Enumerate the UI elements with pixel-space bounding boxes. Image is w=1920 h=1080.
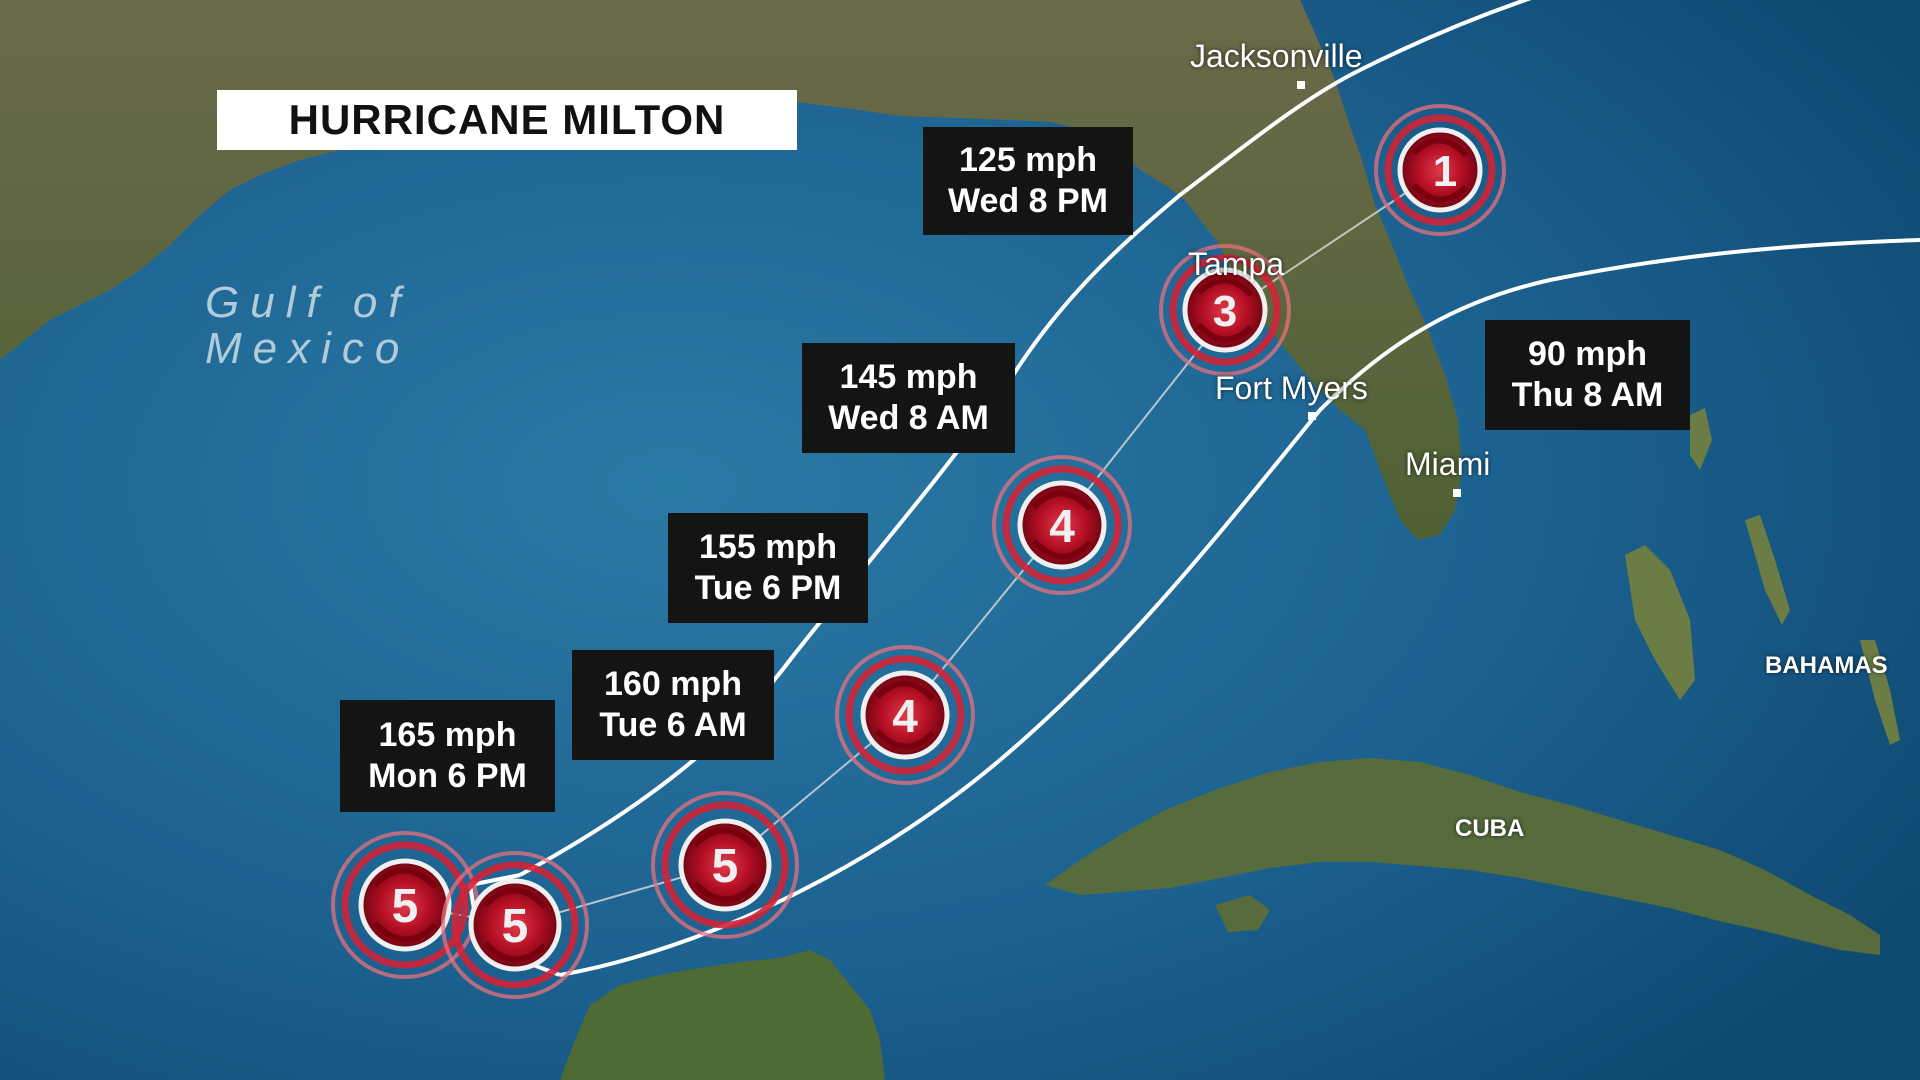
land-bahamas-eleuthera (1745, 515, 1790, 625)
city-label-fort-myers: Fort Myers (1215, 370, 1368, 406)
storm-category: 3 (1213, 287, 1237, 336)
hurricane-icon (992, 455, 1132, 595)
forecast-label-wed-8am: 145 mph Wed 8 AM (802, 343, 1015, 453)
city-label-miami: Miami (1405, 446, 1491, 482)
hurricane-icon (1159, 244, 1291, 376)
forecast-time: Thu 8 AM (1511, 376, 1664, 414)
forecast-label-thu-8am: 90 mph Thu 8 AM (1485, 320, 1690, 430)
land-yucatan (560, 950, 885, 1080)
wind-speed: 145 mph (839, 357, 978, 396)
storm-category: 5 (392, 880, 419, 933)
forecast-label-tue-6pm: 155 mph Tue 6 PM (668, 513, 868, 623)
storm-category: 5 (502, 900, 529, 953)
forecast-time: Tue 6 AM (599, 706, 747, 744)
land-us-gulf-coast (0, 0, 1920, 540)
fort-myers-marker (1308, 412, 1316, 420)
wind-speed: 165 mph (378, 715, 517, 754)
city-label-tampa: Tampa (1188, 246, 1285, 282)
land-cuba (1045, 758, 1880, 955)
forecast-time: Tue 6 PM (694, 569, 842, 607)
storm-category: 1 (1433, 147, 1457, 196)
storm-category: 4 (892, 690, 918, 742)
forecast-label-mon-6pm: 165 mph Mon 6 PM (340, 700, 555, 812)
hurricane-icon (651, 791, 799, 939)
hurricane-icon (441, 851, 589, 999)
forecast-time: Wed 8 AM (828, 399, 989, 437)
wind-speed: 155 mph (699, 527, 837, 566)
hurricane-icon (835, 645, 975, 785)
hurricane-icon (1374, 104, 1506, 236)
forecast-label-tue-6am: 160 mph Tue 6 AM (572, 650, 774, 760)
country-label-bahamas: BAHAMAS (1765, 652, 1888, 679)
water-label-line: Gulf of (205, 278, 412, 327)
water-label-line: Mexico (205, 324, 411, 374)
storm-category: 4 (1049, 500, 1075, 552)
city-label-jacksonville: Jacksonville (1190, 38, 1363, 74)
wind-speed: 125 mph (959, 140, 1097, 179)
storm-category: 5 (712, 840, 739, 893)
country-label-cuba: CUBA (1455, 815, 1525, 842)
forecast-label-wed-8pm: 125 mph Wed 8 PM (923, 127, 1133, 235)
wind-speed: 160 mph (604, 664, 742, 703)
map-title-box: HURRICANE MILTON (217, 90, 797, 150)
land-bahamas-andros (1625, 545, 1695, 700)
jacksonville-marker (1297, 81, 1305, 89)
land-isla-juventud (1215, 895, 1270, 932)
forecast-time: Wed 8 PM (948, 182, 1108, 220)
forecast-time: Mon 6 PM (368, 757, 527, 795)
forecast-cone-right-edge (559, 238, 1920, 977)
land-bahamas-abaco (1690, 408, 1712, 470)
gulf-of-mexico-label: Gulf of Mexico (205, 278, 412, 374)
land-bahamas-long (1860, 640, 1900, 745)
wind-speed: 90 mph (1527, 334, 1648, 373)
map-title: HURRICANE MILTON (288, 96, 726, 143)
miami-marker (1453, 489, 1461, 497)
